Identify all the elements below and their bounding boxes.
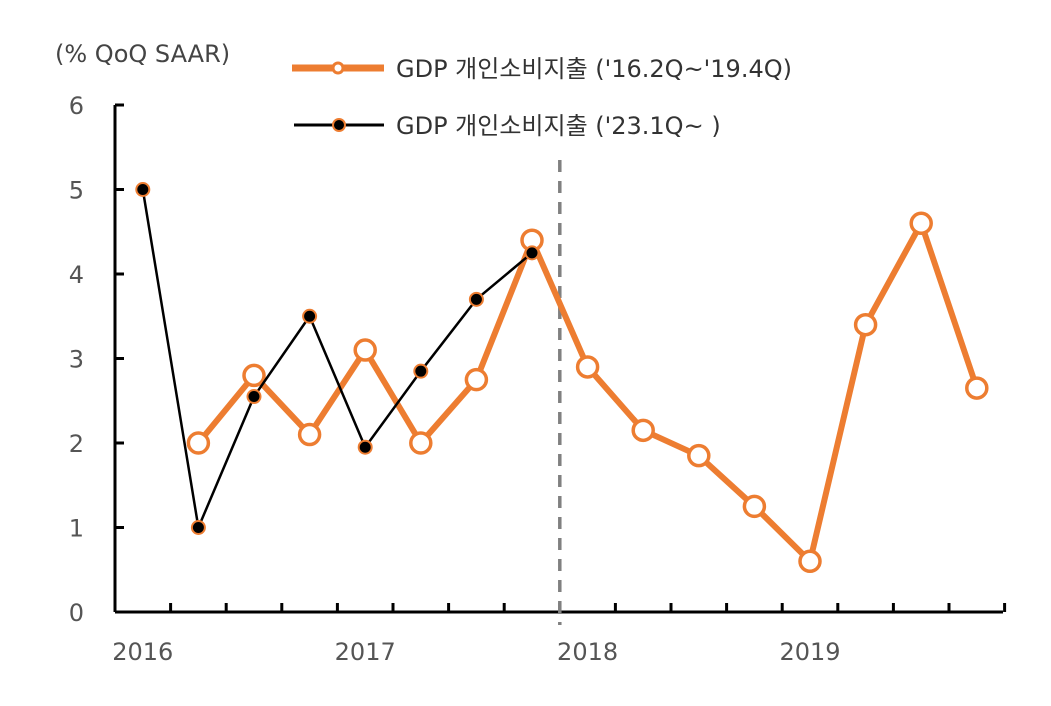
y-tick-label: 0 [69,599,84,627]
series-layer [135,182,989,574]
series-2-point [302,308,318,324]
y-axis: 0 1 2 3 4 5 6 [69,92,124,627]
x-tick-label: 2016 [112,638,173,666]
series-1-point [853,312,878,337]
series-1-point [909,211,933,236]
series-1 [186,211,989,574]
y-tick-label: 4 [69,261,84,289]
series-2-point [357,439,373,455]
series-1-point [464,367,489,392]
series-2-point [246,389,262,405]
x-tick-label: 2019 [779,638,840,666]
legend-label-series-1: GDP 개인소비지출 ('16.2Q~'19.4Q) [396,55,792,83]
legend-label-series-2: GDP 개인소비지출 ('23.1Q~ ) [396,112,721,140]
y-tick-label: 6 [69,92,84,120]
series-1-line [196,220,980,565]
series-1-point [409,431,433,455]
y-tick-label: 1 [69,515,84,543]
series-1-point [297,422,322,447]
series-1-point [575,355,600,379]
series-1-point [798,549,822,574]
series-1-point [242,363,266,388]
x-axis: 2016 2017 2018 2019 [112,603,1007,666]
x-tick-label: 2018 [557,638,618,666]
legend-swatch-marker-series-1 [331,61,345,75]
series-2-point [135,182,151,197]
legend: GDP 개인소비지출 ('16.2Q~'19.4Q) GDP 개인소비지출 ('… [292,55,792,140]
series-2-point [190,520,206,535]
series-1-point [742,494,767,519]
legend-entry-series-2: GDP 개인소비지출 ('23.1Q~ ) [294,112,721,140]
series-2-point [524,245,540,261]
y-tick-label: 2 [69,430,84,458]
series-1-point [186,431,211,455]
series-2-line [141,189,533,529]
series-2 [135,182,540,535]
series-1-point [631,418,655,443]
y-tick-label: 5 [69,177,84,205]
legend-entry-series-1: GDP 개인소비지출 ('16.2Q~'19.4Q) [292,55,792,83]
y-tick-label: 3 [69,346,84,374]
x-tick-label: 2017 [335,638,396,666]
series-1-point [687,443,711,468]
y-axis-unit-label: (% QoQ SAAR) [55,40,230,68]
legend-swatch-marker-series-2 [332,118,346,132]
series-2-point [468,291,484,307]
series-1-point [353,338,377,362]
series-1-point [965,376,989,400]
series-2-point [413,363,429,379]
